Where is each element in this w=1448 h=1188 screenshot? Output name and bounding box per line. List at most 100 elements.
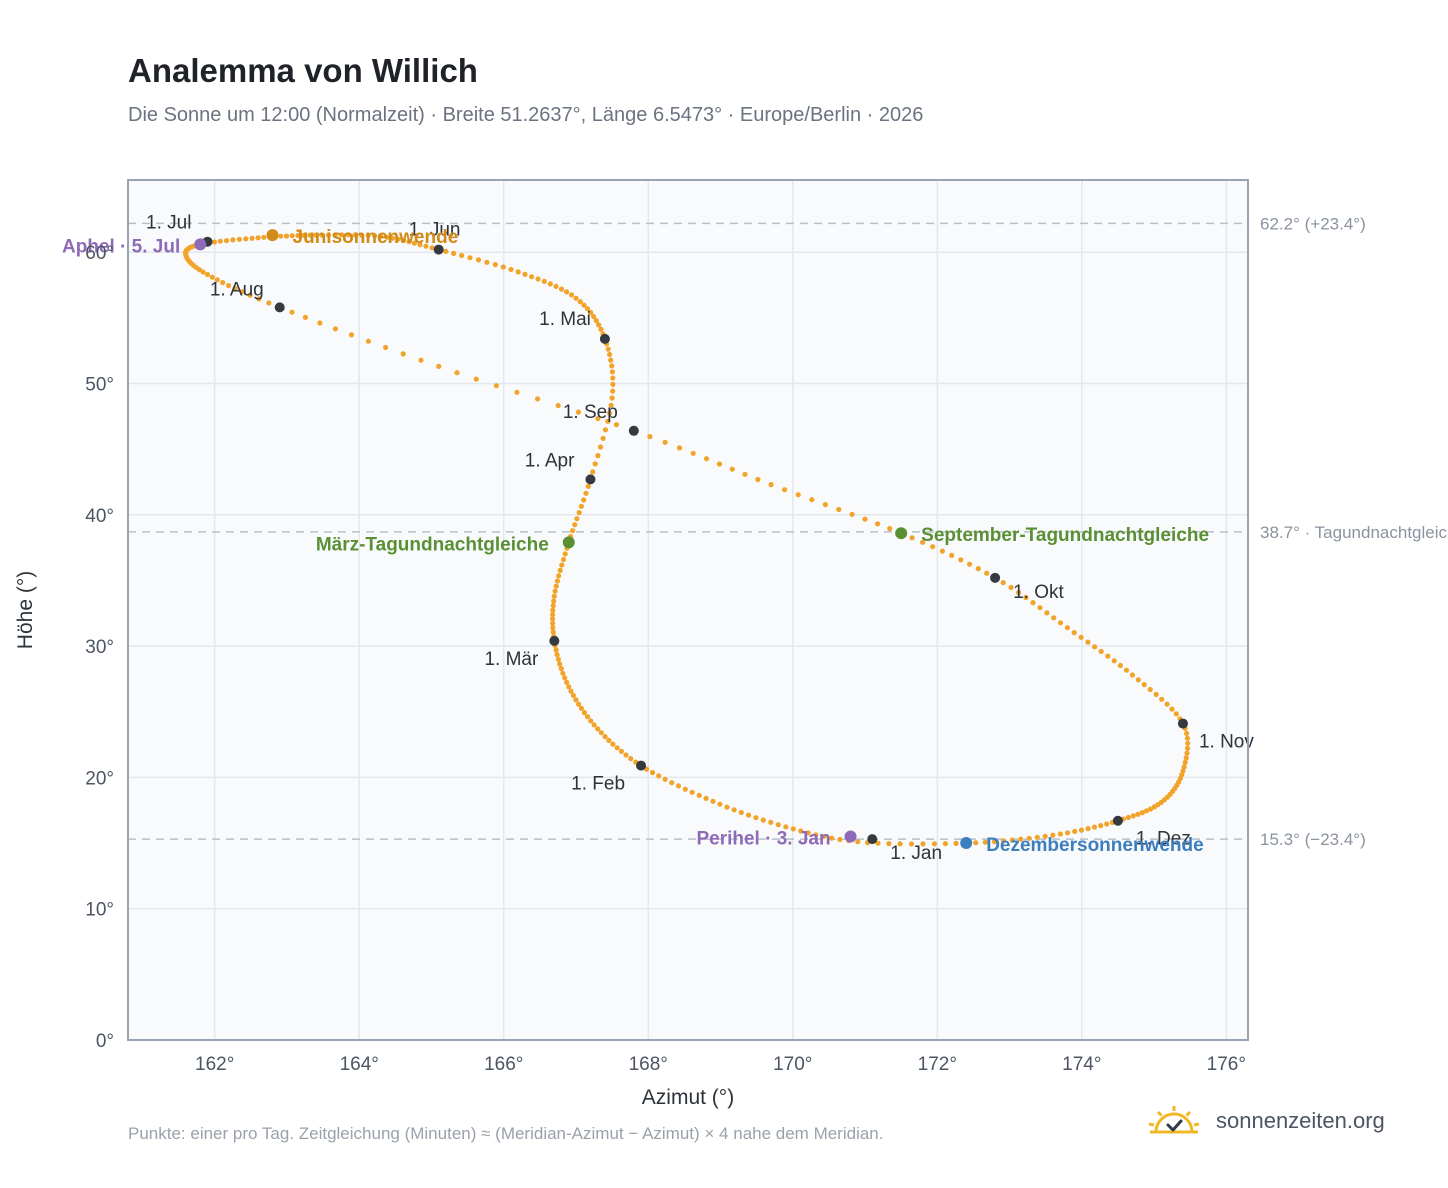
daily-point — [514, 389, 520, 395]
daily-point — [535, 396, 541, 402]
daily-point — [1141, 682, 1147, 688]
daily-point — [855, 839, 861, 845]
daily-point — [1016, 589, 1022, 596]
daily-point — [805, 830, 811, 836]
y-tick-label: 20° — [85, 768, 114, 789]
daily-point — [875, 521, 881, 527]
daily-point — [214, 277, 220, 283]
daily-point — [656, 773, 662, 779]
daily-point — [378, 233, 384, 240]
daily-point — [984, 570, 990, 576]
daily-point — [556, 573, 562, 579]
daily-point — [755, 476, 761, 483]
daily-point — [1135, 811, 1141, 817]
daily-point — [554, 578, 561, 584]
daily-point — [1182, 759, 1188, 766]
month-point — [585, 474, 596, 485]
daily-point — [1000, 580, 1006, 586]
daily-point — [782, 487, 788, 493]
daily-point — [775, 822, 781, 828]
daily-point — [595, 415, 601, 422]
daily-point — [598, 730, 604, 736]
brand-name: sonnenzeiten.org — [1216, 1108, 1385, 1133]
reference-line-label: 62.2° (+23.4°) — [1260, 214, 1366, 233]
daily-point — [753, 815, 759, 821]
daily-point — [975, 566, 981, 572]
daily-point — [1098, 648, 1104, 655]
daily-point — [550, 612, 556, 618]
daily-point — [886, 841, 892, 847]
daily-point — [675, 783, 682, 789]
daily-point — [249, 235, 255, 241]
daily-point — [649, 769, 656, 776]
sun-logo-icon — [1148, 1106, 1200, 1134]
daily-point — [584, 306, 591, 312]
daily-point — [345, 232, 351, 238]
x-tick-label: 168° — [629, 1054, 668, 1075]
daily-point — [595, 726, 601, 732]
daily-point — [1153, 691, 1159, 698]
daily-point — [568, 688, 574, 694]
daily-point — [475, 257, 482, 263]
daily-point — [550, 620, 556, 626]
daily-point — [223, 238, 230, 244]
daily-point — [573, 295, 579, 301]
daily-point — [570, 528, 576, 534]
daily-point — [473, 376, 479, 382]
daily-point — [783, 824, 789, 830]
daily-point — [742, 471, 748, 477]
daily-point — [576, 701, 582, 707]
daily-point — [576, 509, 582, 516]
month-point — [549, 635, 560, 646]
brand-logo[interactable]: sonnenzeiten.org — [1146, 1104, 1385, 1138]
plot-border — [127, 179, 1249, 1041]
daily-point — [289, 309, 295, 315]
daily-point — [909, 535, 915, 541]
daily-point — [920, 841, 926, 847]
month-label: 1. Feb — [571, 774, 625, 795]
daily-point — [365, 338, 371, 344]
y-tick-label: 30° — [85, 637, 114, 658]
event-label: März-Tagundnachtgleiche — [316, 534, 549, 555]
daily-point — [295, 232, 301, 239]
daily-point — [1085, 639, 1091, 645]
daily-point — [1111, 658, 1117, 664]
daily-point — [560, 556, 567, 563]
daily-point — [220, 280, 226, 286]
daily-point — [920, 539, 926, 545]
daily-point — [1034, 834, 1040, 840]
daily-point — [768, 819, 774, 826]
month-label: 1. Mai — [539, 309, 591, 330]
daily-point — [395, 236, 401, 242]
daily-point — [564, 289, 570, 295]
daily-point — [562, 551, 568, 557]
daily-point — [1123, 667, 1130, 673]
daily-point — [598, 326, 604, 332]
daily-point — [549, 616, 556, 622]
daily-point — [605, 418, 611, 424]
daily-point — [555, 656, 562, 662]
daily-point — [384, 234, 390, 240]
daily-point — [862, 516, 868, 522]
daily-point — [746, 812, 752, 818]
daily-point — [1065, 830, 1071, 836]
y-tick-label: 60° — [85, 243, 114, 264]
daily-point — [669, 780, 675, 786]
daily-point — [623, 752, 629, 758]
event-point — [895, 527, 908, 540]
daily-point — [319, 232, 325, 238]
daily-point — [359, 232, 365, 238]
month-label: 1. Nov — [1199, 732, 1254, 753]
daily-point — [1026, 835, 1032, 841]
daily-point — [610, 741, 616, 747]
daily-point — [578, 705, 585, 712]
daily-point — [875, 840, 881, 846]
event-label: Perihel · 3. Jan — [696, 828, 830, 849]
month-point — [636, 760, 647, 771]
daily-point — [897, 841, 903, 847]
daily-point — [590, 469, 596, 475]
daily-point — [618, 748, 625, 755]
daily-point — [592, 461, 598, 467]
daily-point — [302, 314, 308, 320]
daily-point — [572, 522, 578, 528]
